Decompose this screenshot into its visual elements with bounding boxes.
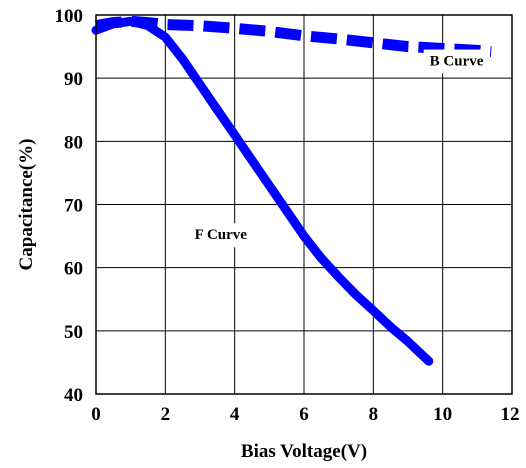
x-tick-label: 2 (161, 404, 171, 425)
tick-labels: 0 2 4 6 8 10 12 40 50 60 70 80 90 100 (55, 6, 520, 425)
series-lines (91, 15, 492, 366)
y-tick-label: 70 (64, 196, 83, 217)
x-tick-label: 4 (230, 404, 240, 425)
y-tick-label: 100 (55, 6, 84, 27)
y-tick-label: 90 (64, 69, 83, 90)
y-tick-label: 80 (64, 132, 83, 153)
y-tick-label: 60 (64, 259, 83, 280)
x-tick-label: 12 (501, 404, 520, 425)
x-tick-label: 10 (433, 404, 452, 425)
b-curve-label: B Curve (430, 54, 484, 70)
f-curve-line (91, 16, 434, 366)
curve-label-background (188, 223, 254, 248)
y-tick-label: 40 (64, 385, 83, 406)
y-axis-title: Capacitance(%) (16, 139, 37, 271)
x-tick-label: 8 (369, 404, 379, 425)
f-curve-label: F Curve (195, 227, 248, 243)
x-tick-label: 0 (91, 404, 101, 425)
x-axis-title: Bias Voltage(V) (241, 441, 367, 462)
y-tick-label: 50 (64, 322, 83, 343)
plot-frame (95, 14, 513, 395)
x-tick-label: 6 (299, 404, 309, 425)
curve-label-background (423, 49, 490, 74)
curve-labels: B Curve F Curve (188, 49, 490, 248)
